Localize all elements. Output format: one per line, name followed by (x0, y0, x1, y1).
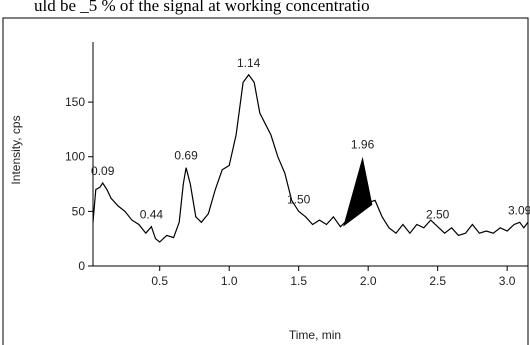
x-tick-label: 2.0 (360, 274, 377, 288)
peak-label: 0.69 (174, 149, 198, 163)
x-tick-label: 0.5 (151, 274, 168, 288)
x-axis-label: Time, min (289, 328, 341, 342)
peak-label: 0.09 (91, 164, 115, 178)
x-tick-label: 3.0 (499, 274, 516, 288)
peak-label: 1.14 (237, 56, 261, 70)
y-axis-label: Intensity, cps (9, 115, 23, 184)
trace (92, 73, 529, 243)
y-tick-label: 100 (65, 150, 85, 164)
peak-label: 1.96 (351, 138, 375, 152)
frame (2, 17, 529, 345)
y-tick-label: 50 (72, 204, 86, 218)
x-tick-label: 2.5 (429, 274, 446, 288)
peak-area (343, 156, 373, 227)
peak-label: 2.50 (426, 208, 450, 222)
peak-label: 0.44 (140, 208, 164, 222)
caption: uld be _5 % of the signal at working con… (34, 0, 370, 15)
x-tick-label: 1.0 (221, 274, 238, 288)
y-tick-label: 150 (65, 95, 85, 109)
peak-label: 3.09 (508, 203, 530, 217)
x-tick-label: 1.5 (290, 274, 307, 288)
y-tick-label: 0 (78, 259, 85, 273)
peak-label: 1.50 (287, 192, 311, 206)
